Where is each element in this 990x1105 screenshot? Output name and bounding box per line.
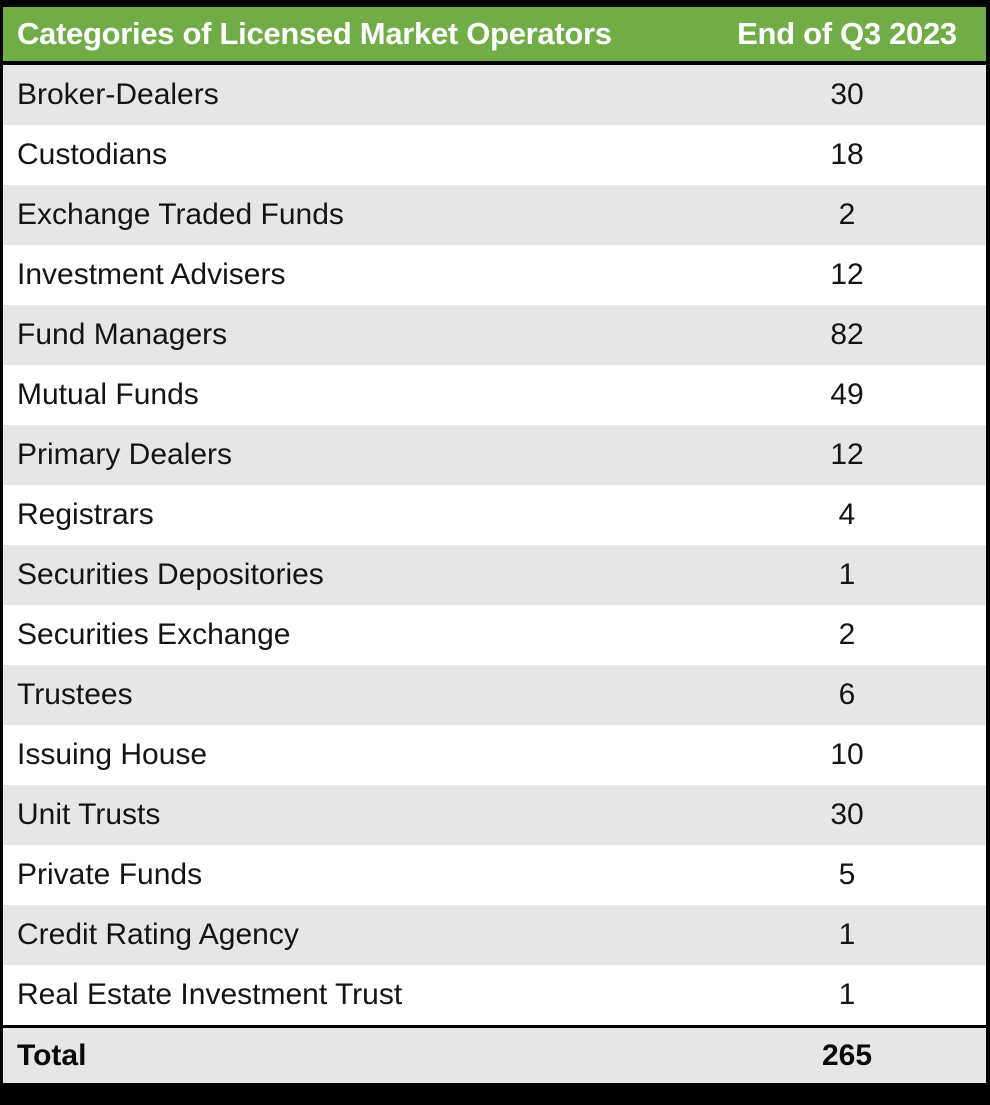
table-row: Private Funds 5 bbox=[3, 845, 986, 905]
category-cell: Exchange Traded Funds bbox=[17, 198, 344, 231]
category-cell: Fund Managers bbox=[17, 318, 228, 351]
category-cell: Investment Advisers bbox=[17, 258, 286, 291]
category-cell: Primary Dealers bbox=[17, 438, 233, 471]
table-row: Securities Exchange 2 bbox=[3, 605, 986, 665]
category-cell: Custodians bbox=[17, 138, 168, 171]
value-cell: 30 bbox=[830, 798, 864, 831]
value-cell: 49 bbox=[830, 378, 864, 411]
table-row: Credit Rating Agency 1 bbox=[3, 905, 986, 965]
value-cell: 1 bbox=[838, 558, 856, 591]
table-row: Unit Trusts 30 bbox=[3, 785, 986, 845]
category-cell: Registrars bbox=[17, 498, 154, 531]
table-row: Investment Advisers 12 bbox=[3, 245, 986, 305]
table-row: Issuing House 10 bbox=[3, 725, 986, 785]
table-row: Trustees 6 bbox=[3, 665, 986, 725]
category-cell: Credit Rating Agency bbox=[17, 918, 299, 951]
table-row: Exchange Traded Funds 2 bbox=[3, 185, 986, 245]
value-cell: 6 bbox=[838, 678, 856, 711]
value-cell: 4 bbox=[838, 498, 856, 531]
category-cell: Issuing House bbox=[17, 738, 208, 771]
value-cell: 1 bbox=[838, 918, 856, 951]
value-cell: 18 bbox=[830, 138, 864, 171]
category-cell: Broker-Dealers bbox=[17, 78, 219, 111]
value-cell: 10 bbox=[830, 738, 864, 771]
value-cell: 1 bbox=[838, 978, 856, 1011]
category-cell: Securities Exchange bbox=[17, 618, 291, 651]
category-cell: Securities Depositories bbox=[17, 558, 324, 591]
category-cell: Mutual Funds bbox=[17, 378, 199, 411]
value-cell: 2 bbox=[838, 198, 856, 231]
total-row: Total 265 bbox=[3, 1028, 986, 1083]
table-row: Real Estate Investment Trust 1 bbox=[3, 965, 986, 1025]
table-row: Broker-Dealers 30 bbox=[3, 65, 986, 125]
table-row: Custodians 18 bbox=[3, 125, 986, 185]
total-label: Total bbox=[17, 1038, 87, 1072]
value-cell: 82 bbox=[830, 318, 864, 351]
value-cell: 12 bbox=[830, 258, 864, 291]
table-body: Broker-Dealers 30 Custodians 18 Exchange Tra… bbox=[3, 65, 986, 1025]
table-row: Securities Depositories 1 bbox=[3, 545, 986, 605]
value-cell: 30 bbox=[830, 78, 864, 111]
value-cell: 5 bbox=[838, 858, 856, 891]
category-cell: Private Funds bbox=[17, 858, 203, 891]
table-header-row: Categories of Licensed Market Operators … bbox=[3, 7, 986, 61]
total-value: 265 bbox=[821, 1038, 873, 1072]
category-cell: Unit Trusts bbox=[17, 798, 161, 831]
value-cell: 2 bbox=[838, 618, 856, 651]
table-row: Fund Managers 82 bbox=[3, 305, 986, 365]
table-row: Registrars 4 bbox=[3, 485, 986, 545]
table-row: Mutual Funds 49 bbox=[3, 365, 986, 425]
header-categories-label: Categories of Licensed Market Operators bbox=[17, 16, 612, 51]
value-cell: 12 bbox=[830, 438, 864, 471]
category-cell: Real Estate Investment Trust bbox=[17, 978, 403, 1011]
category-cell: Trustees bbox=[17, 678, 133, 711]
header-period-label: End of Q3 2023 bbox=[737, 16, 957, 51]
table-row: Primary Dealers 12 bbox=[3, 425, 986, 485]
